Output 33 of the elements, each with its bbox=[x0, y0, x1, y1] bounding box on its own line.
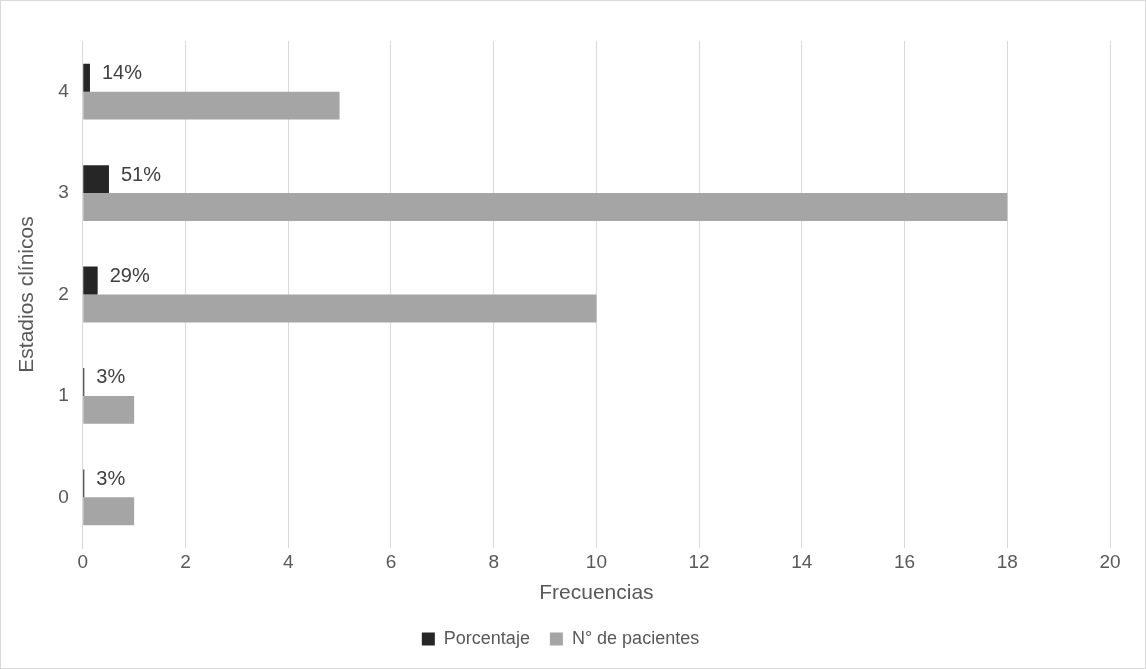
y-tick-label: 0 bbox=[58, 485, 69, 507]
y-tick-label: 3 bbox=[58, 181, 69, 203]
x-tick-label: 4 bbox=[282, 550, 294, 572]
data-label: 3% bbox=[96, 466, 126, 489]
x-tick-label: 10 bbox=[585, 550, 607, 572]
bar bbox=[83, 294, 597, 323]
y-axis-title: Estadios clínicos bbox=[14, 216, 38, 373]
legend-label: N° de pacientes bbox=[571, 627, 700, 648]
y-tick-label: 4 bbox=[58, 79, 70, 101]
bar bbox=[83, 266, 98, 295]
bar bbox=[83, 395, 135, 424]
x-axis-title: Frecuencias bbox=[539, 580, 654, 604]
data-label: 14% bbox=[101, 61, 143, 84]
x-tick-label: 20 bbox=[1099, 550, 1121, 572]
x-tick-label: 14 bbox=[791, 550, 813, 572]
y-tick-label: 1 bbox=[58, 384, 69, 406]
x-tick-label: 2 bbox=[180, 550, 191, 572]
y-tick-label: 2 bbox=[58, 282, 69, 304]
x-tick-label: 0 bbox=[77, 550, 89, 572]
legend-label: Porcentaje bbox=[443, 627, 530, 648]
bar bbox=[83, 497, 135, 526]
bar bbox=[83, 63, 90, 92]
data-label: 51% bbox=[120, 162, 162, 185]
x-tick-label: 12 bbox=[688, 550, 710, 572]
bar bbox=[83, 193, 1008, 221]
x-tick-label: 8 bbox=[488, 550, 499, 572]
x-tick-label: 6 bbox=[385, 550, 397, 572]
bar bbox=[83, 91, 340, 120]
data-label: 29% bbox=[109, 264, 150, 287]
bar bbox=[83, 165, 109, 194]
x-tick-label: 18 bbox=[996, 550, 1018, 572]
x-tick-label: 16 bbox=[893, 550, 916, 572]
data-label: 3% bbox=[96, 365, 126, 388]
